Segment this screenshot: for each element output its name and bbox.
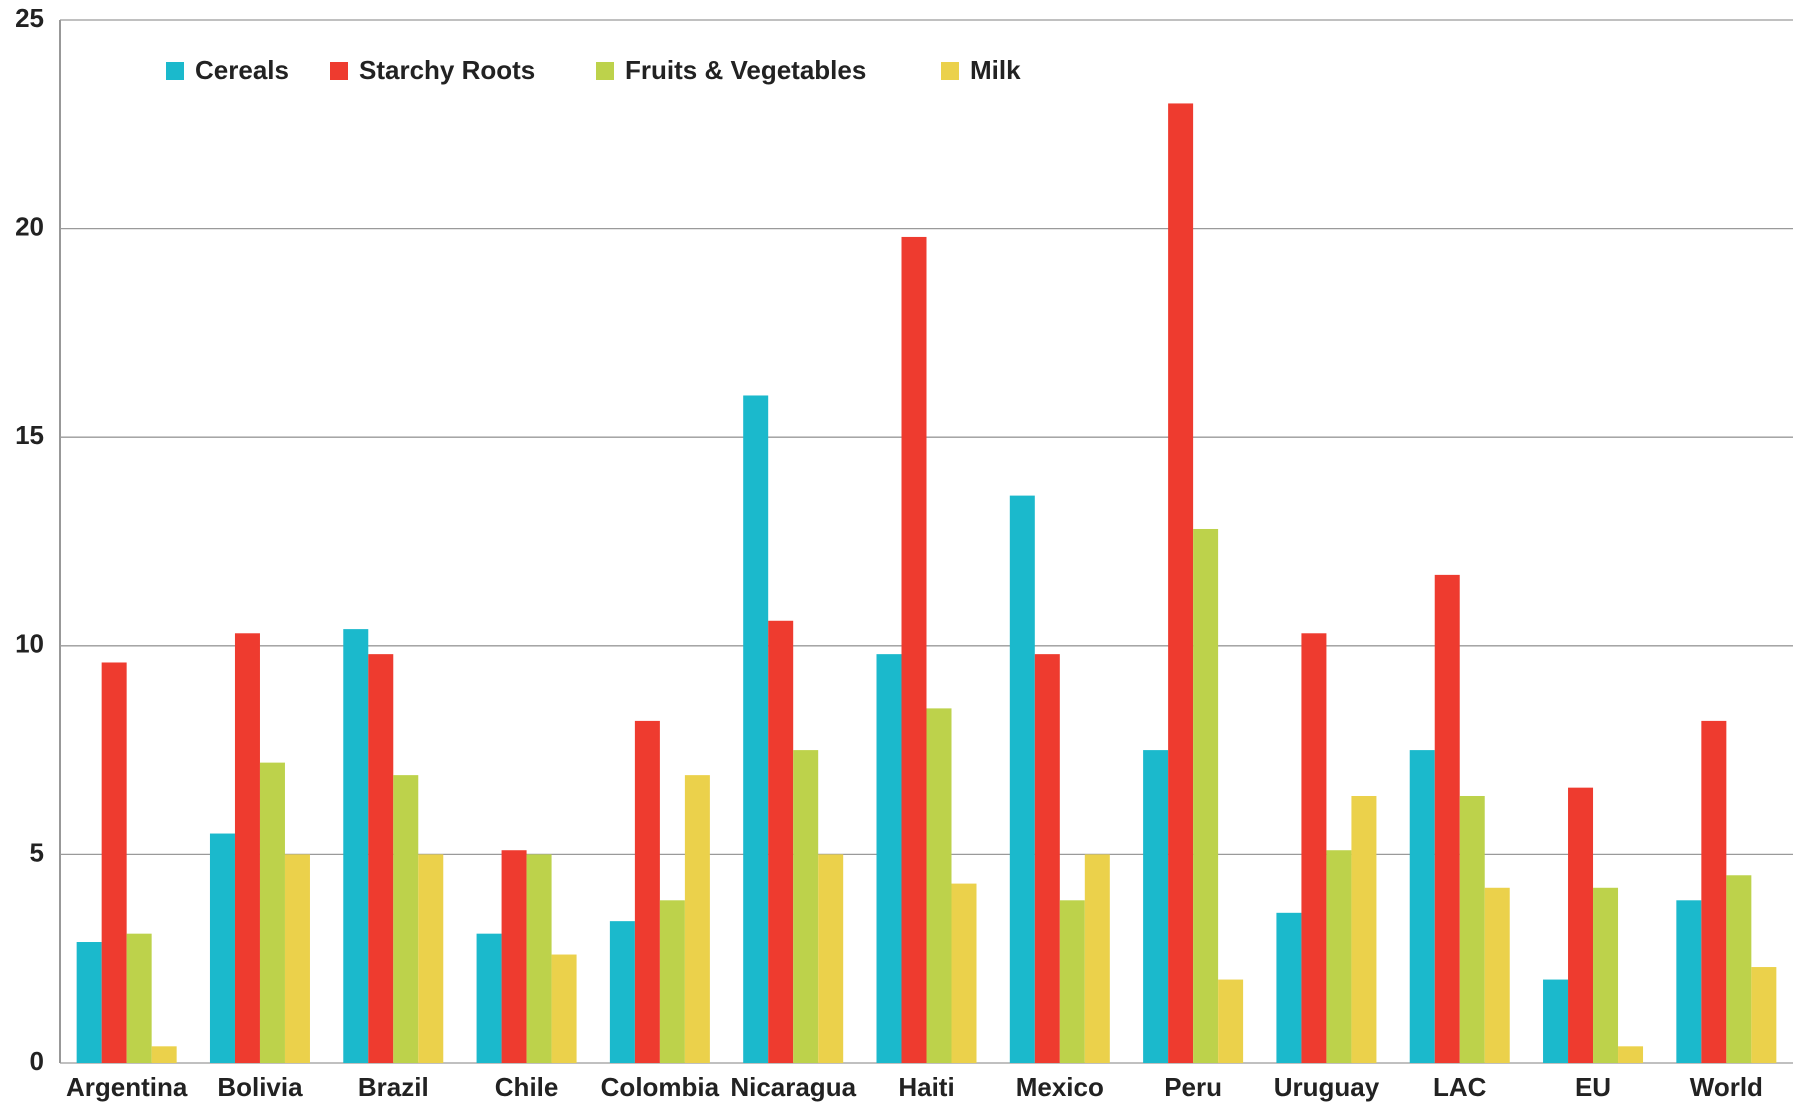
bar [1726,875,1752,1063]
bar [901,236,927,1064]
y-tick-label: 5 [30,837,44,867]
y-tick-label: 25 [15,3,44,33]
bar [743,395,769,1064]
bar [1218,979,1244,1063]
bar [259,762,285,1063]
y-tick-label: 10 [15,629,44,659]
x-tick-label: Colombia [601,1072,720,1102]
bar [1059,900,1085,1063]
bar [501,850,527,1063]
x-tick-label: Mexico [1016,1072,1104,1102]
x-tick-label: LAC [1433,1072,1487,1102]
x-tick-label: EU [1575,1072,1611,1102]
bar [209,833,235,1063]
bar [1009,495,1035,1063]
bar [1701,720,1727,1063]
bar [1034,654,1060,1063]
bar [1568,787,1594,1063]
bar [1593,887,1619,1063]
y-tick-label: 0 [30,1046,44,1076]
bar [1143,750,1169,1063]
bar [368,654,394,1063]
bar [1751,967,1777,1063]
bar [793,750,819,1063]
bar [551,954,577,1063]
bar [1459,795,1485,1063]
x-tick-label: Brazil [358,1072,429,1102]
bar [1434,574,1460,1063]
bar [1618,1046,1644,1063]
bar [343,629,369,1063]
y-tick-label: 20 [15,211,44,241]
bar [1084,854,1110,1063]
bar [1676,900,1702,1063]
bar [101,662,127,1063]
bar [1351,795,1377,1063]
bar [1193,528,1219,1063]
bar [684,775,710,1063]
x-tick-label: Peru [1164,1072,1222,1102]
legend-label: Starchy Roots [359,55,535,85]
bar [609,921,635,1063]
legend-swatch [596,62,614,80]
bar [768,620,794,1063]
legend-swatch [330,62,348,80]
bar [476,933,502,1063]
legend-label: Milk [970,55,1021,85]
bar [234,633,260,1063]
bar [818,854,844,1063]
legend-label: Fruits & Vegetables [625,55,866,85]
y-tick-label: 15 [15,420,44,450]
bar [126,933,152,1063]
bar [526,854,552,1063]
bar [876,654,902,1063]
x-tick-label: Haiti [898,1072,954,1102]
legend-label: Cereals [195,55,289,85]
bar [1168,103,1194,1063]
x-tick-label: Uruguay [1274,1072,1380,1102]
legend-swatch [941,62,959,80]
x-tick-label: Chile [495,1072,559,1102]
bar [418,854,444,1063]
bar [284,854,310,1063]
bar [1409,750,1435,1063]
bar [634,720,660,1063]
bar [1326,850,1352,1063]
bar [1276,912,1302,1063]
x-tick-label: Argentina [66,1072,188,1102]
bar [951,883,977,1063]
bar [393,775,419,1063]
bar [151,1046,177,1063]
bar [659,900,685,1063]
bar [1543,979,1569,1063]
bar [1484,887,1510,1063]
bar [76,942,102,1063]
bar [926,708,952,1063]
legend-swatch [166,62,184,80]
x-tick-label: World [1690,1072,1763,1102]
bar [1301,633,1327,1063]
x-tick-label: Bolivia [217,1072,303,1102]
x-tick-label: Nicaragua [730,1072,856,1102]
